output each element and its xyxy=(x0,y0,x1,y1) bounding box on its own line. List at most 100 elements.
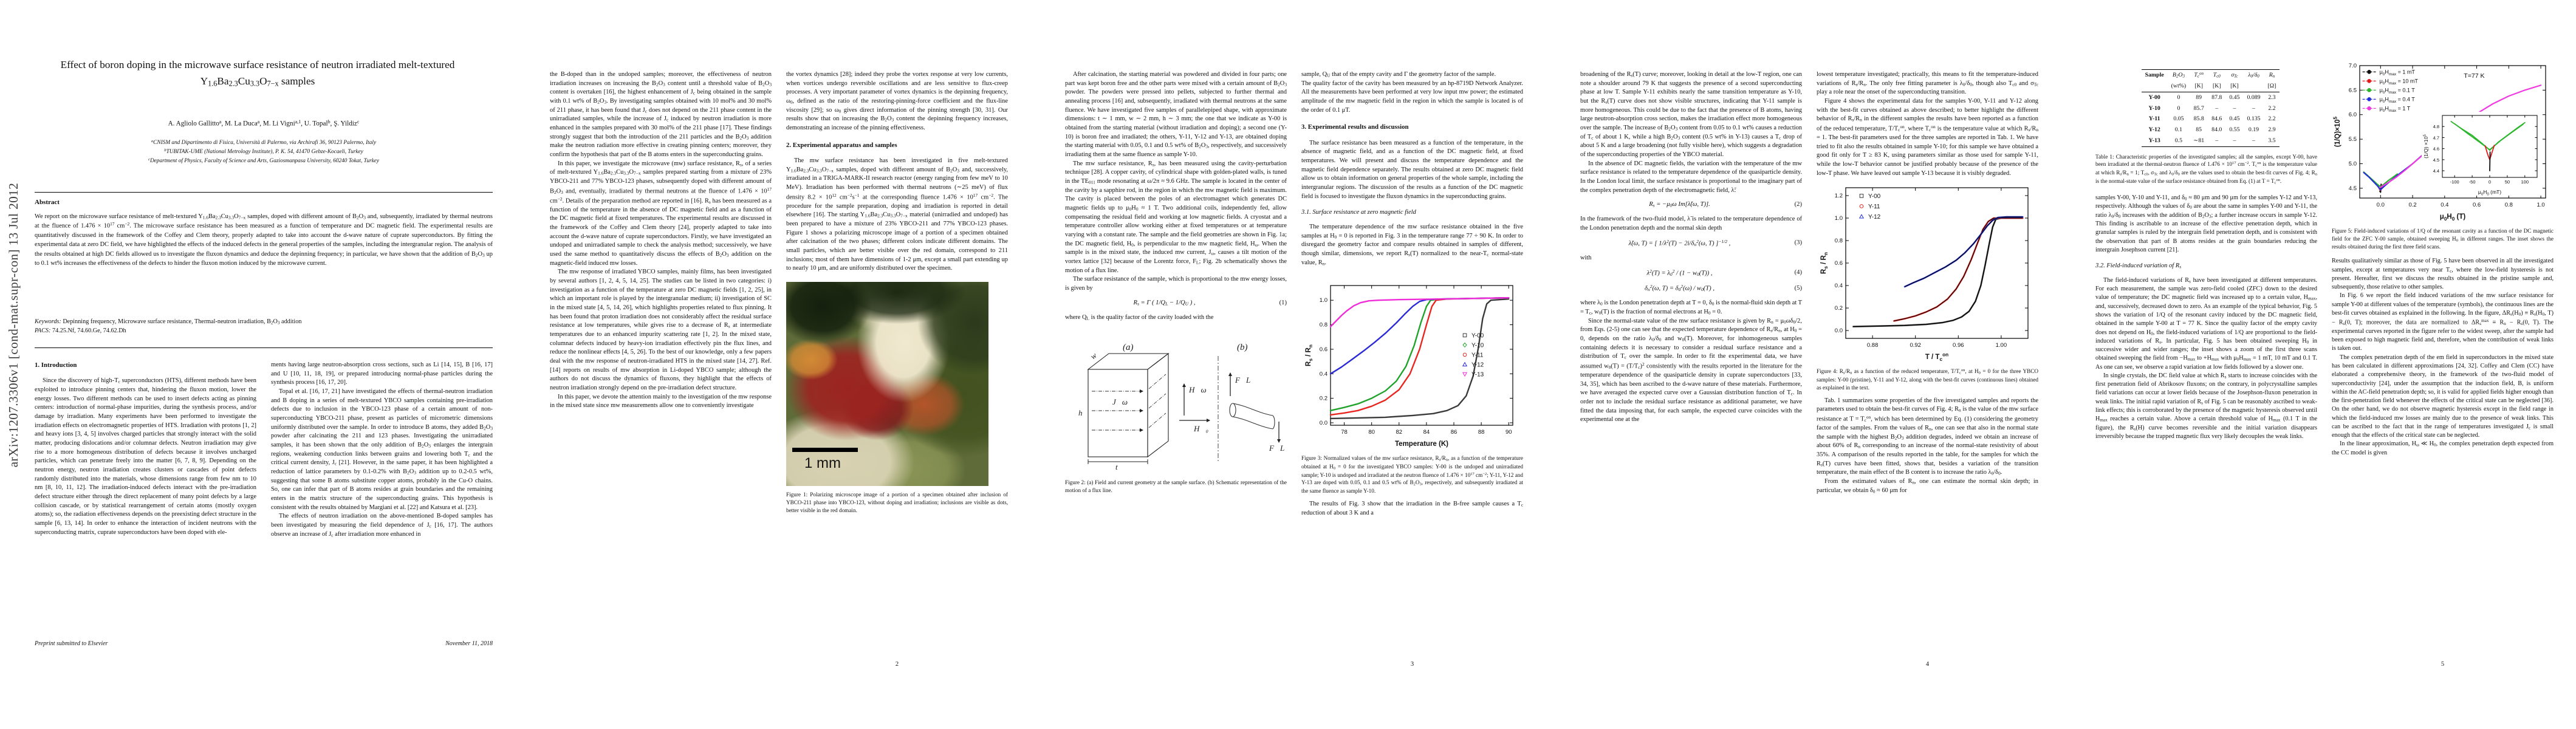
svg-text:50: 50 xyxy=(2505,179,2510,185)
equation-1: Rs = Γ ( 1/QL − 1/QU ) , (1) xyxy=(1133,299,1287,307)
column-right: -100 -50 0 50 100 4.4 4.5 4.6 4.7 4.8 μ0H0 (mT) (1/… xyxy=(2332,61,2554,457)
section-heading: 2. Experimental apparatus and samples xyxy=(786,141,897,149)
equation-2: Rs = −μ0ω Im[λ̃(ω, T)]. (2) xyxy=(1649,201,1802,209)
paragraph: Figure 4 shows the experimental data for… xyxy=(1817,98,2039,177)
thickness-label: t xyxy=(1115,462,1118,470)
column-right: the vortex dynamics [28]; indeed they pr… xyxy=(786,70,1008,515)
page-2: the B-doped than in the undoped samples;… xyxy=(515,0,1030,729)
svg-text:T=77 K: T=77 K xyxy=(2464,72,2484,80)
paragraph: In the linear approximation, Hω ≪ H0, th… xyxy=(2332,440,2554,456)
figure1-microscope-image: 1 mm xyxy=(786,281,988,486)
sample-top-face xyxy=(1087,353,1170,370)
paragraph: The results of Fig. 3 show that the irra… xyxy=(1301,500,1523,516)
paragraph: The effects of neutron irradiation on th… xyxy=(271,513,493,538)
page-4: broadening of the Rs(T) curve; moreover,… xyxy=(1546,0,2061,729)
abstract-heading: Abstract xyxy=(35,199,60,206)
svg-text:μ0Hmax = 1 T: μ0Hmax = 1 T xyxy=(2380,106,2411,114)
paragraph: ments having large neutron-absorption cr… xyxy=(271,361,493,386)
paragraph: Since the discovery of high-Tc supercond… xyxy=(35,377,256,536)
paragraph: In single crystals, the DC field value a… xyxy=(2095,372,2318,440)
scale-bar-label: 1 mm xyxy=(804,455,841,472)
svg-text:0.6: 0.6 xyxy=(2473,202,2481,208)
page-1: arXiv:1207.3306v1 [cond-mat.supr-con] 13… xyxy=(0,0,515,729)
svg-text:90: 90 xyxy=(1506,429,1512,436)
equation-3: λ̃(ω, T) = [ 1/λ2(T) − 2i/δn2(ω, T) ]−1/… xyxy=(1628,238,1802,247)
svg-text:78: 78 xyxy=(1341,429,1348,436)
figure5-caption: Figure 5: Field-induced variations of 1/… xyxy=(2332,228,2554,250)
svg-text:Y-00: Y-00 xyxy=(1471,333,1484,340)
svg-text:0.0: 0.0 xyxy=(1320,420,1327,426)
paper-title: Effect of boron doping in the microwave … xyxy=(60,59,455,88)
paragraph: The quality factor of the cavity has bee… xyxy=(1301,80,1523,114)
affiliation-item: aCNISM and Dipartimento di Fisica, Unive… xyxy=(151,139,377,146)
svg-text:μ0H0 (mT): μ0H0 (mT) xyxy=(2478,189,2501,196)
svg-text:Y-12: Y-12 xyxy=(1471,362,1484,369)
table-1: Sample B2O3 Tcon Tc0 σTc λ0/δ0 Rn (wt%) [K] [K] [K… xyxy=(2104,69,2317,147)
svg-text:Y-00: Y-00 xyxy=(1868,193,1881,200)
abstract-text: We report on the microwave surface resis… xyxy=(35,213,493,267)
equation-4: λ2(T) = λ02 / (1 − w0(T)) , (4) xyxy=(1646,268,1803,277)
svg-text:Y-13: Y-13 xyxy=(1471,372,1484,378)
section-heading: 3. Experimental results and discussion xyxy=(1301,123,1409,131)
svg-text:0.4: 0.4 xyxy=(1835,282,1843,289)
svg-text:4.5: 4.5 xyxy=(2433,157,2439,163)
svg-text:1.0: 1.0 xyxy=(1835,215,1843,222)
paragraph: The mw surface resistance has been inves… xyxy=(786,157,1008,272)
paragraph: Tab. 1 summarizes some properties of the… xyxy=(1817,397,2038,476)
column-left: 1. Introduction Since the discovery of h… xyxy=(35,361,256,537)
svg-text:Y-11: Y-11 xyxy=(1868,204,1880,210)
paragraph: In this paper, we investigate the microw… xyxy=(550,160,772,267)
svg-text:4.8: 4.8 xyxy=(2433,124,2439,129)
width-label: w xyxy=(1089,351,1098,361)
svg-text:μ0Hmax = 0.1 T: μ0Hmax = 0.1 T xyxy=(2380,87,2416,95)
paragraph: The surface resistance of the sample, wh… xyxy=(1065,276,1287,292)
paragraph: The mw surface resistance, Rs, has been … xyxy=(1065,160,1287,274)
equation-5: δn2(ω, T) = δ02(ω) / w0(T) , (5) xyxy=(1645,283,1802,292)
paragraph: The temperature dependence of the mw sur… xyxy=(1301,224,1524,267)
paragraph: After calcination, the starting material… xyxy=(1065,71,1287,159)
paragraph: where λ0 is the London penetration depth… xyxy=(1580,299,1802,316)
svg-text:0.6: 0.6 xyxy=(1835,260,1843,267)
svg-text:5.0: 5.0 xyxy=(2349,160,2357,167)
svg-text:1.0: 1.0 xyxy=(1320,298,1327,304)
svg-text:-100: -100 xyxy=(2450,179,2459,185)
page-5: Sample B2O3 Tcon Tc0 σTc λ0/δ0 Rn (wt%) [K] [K] [K… xyxy=(2061,0,2576,729)
svg-text:7.0: 7.0 xyxy=(2349,63,2357,69)
svg-text:1.0: 1.0 xyxy=(2537,202,2544,208)
svg-text:1.2: 1.2 xyxy=(1835,193,1843,199)
svg-text:0.92: 0.92 xyxy=(1910,342,1921,349)
figure5-chart: -100 -50 0 50 100 4.4 4.5 4.6 4.7 4.8 μ0H0 (mT) (1/… xyxy=(2332,61,2552,222)
pacs-label: PACS: xyxy=(35,327,51,335)
height-label: h xyxy=(1078,408,1083,417)
paragraph: In the framework of the two-fluid model,… xyxy=(1580,216,1802,231)
lorentz-force-label: F⃗L xyxy=(1235,375,1250,385)
svg-text:(1/Q)×105: (1/Q)×105 xyxy=(2333,116,2341,147)
svg-text:0.8: 0.8 xyxy=(2505,202,2513,208)
flux-line-cap xyxy=(1272,416,1275,430)
column-right: ments having large neutron-absorption cr… xyxy=(271,361,493,539)
mw-current-lines xyxy=(1092,374,1166,433)
svg-text:0: 0 xyxy=(2489,179,2491,185)
svg-text:0.0: 0.0 xyxy=(2377,202,2385,208)
column-right: sample, QU that of the empty cavity and … xyxy=(1301,70,1523,518)
flux-line-bottom xyxy=(1232,416,1273,430)
paragraph: sample, QU that of the empty cavity and … xyxy=(1301,71,1496,78)
svg-text:0.0: 0.0 xyxy=(1835,327,1843,334)
page-number: 2 xyxy=(895,661,899,668)
svg-text:μ0Hmax = 0.4 T: μ0Hmax = 0.4 T xyxy=(2380,97,2416,104)
figure4-chart: 0.88 0.92 0.96 1.00 0.0 0.2 0.4 0.6 0.8 1.0 1.2 T /… xyxy=(1818,183,2034,363)
paragraph: In Fig. 6 we report the field induced va… xyxy=(2332,292,2554,352)
svg-text:0.2: 0.2 xyxy=(2408,202,2416,208)
svg-text:80: 80 xyxy=(1368,429,1375,436)
paragraph: The complex penetration depth of the em … xyxy=(2332,354,2554,439)
svg-text:-50: -50 xyxy=(2469,179,2476,185)
scale-bar xyxy=(792,447,858,452)
svg-text:0.8: 0.8 xyxy=(1320,322,1327,329)
subsection-heading: 3.2. Field-induced variation of Rs xyxy=(2095,262,2182,270)
paragraph: the B-doped than in the undoped samples;… xyxy=(550,71,772,159)
svg-text:5.5: 5.5 xyxy=(2349,136,2357,143)
sample-front-face xyxy=(1088,369,1148,457)
panel-b-label: (b) xyxy=(1237,343,1248,352)
affiliation-item: bTUBITAK-UME (National Metrology Institu… xyxy=(164,148,363,155)
column-left: broadening of the Rs(T) curve; moreover,… xyxy=(1580,70,1802,425)
